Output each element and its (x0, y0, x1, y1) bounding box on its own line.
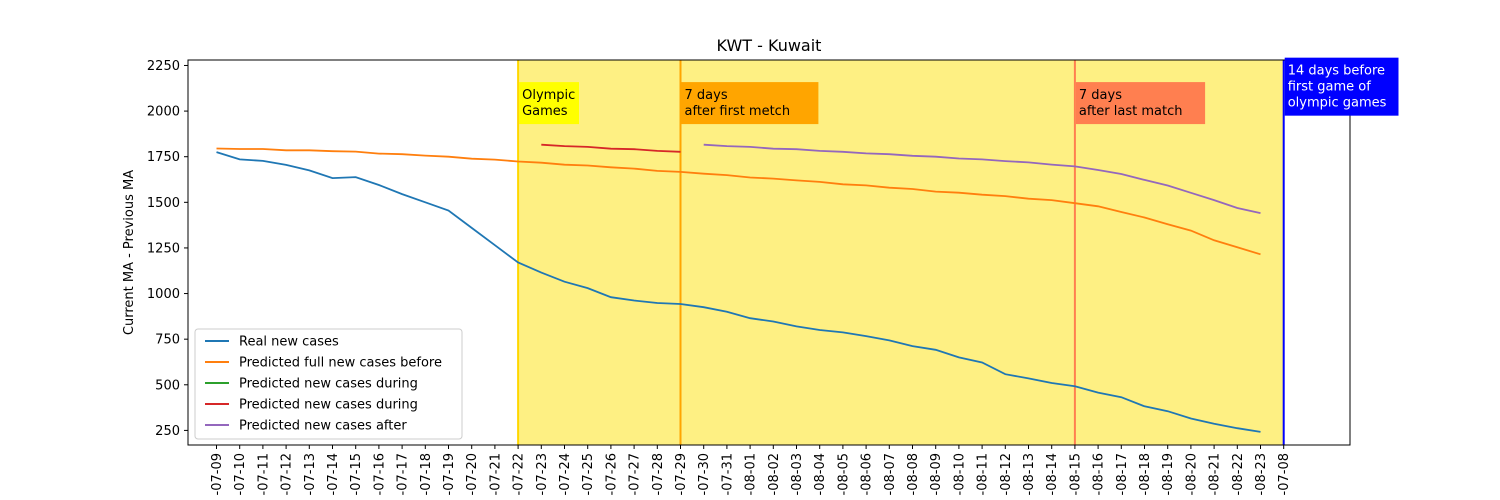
y-tick-label: 2250 (147, 59, 180, 74)
x-tick-label: -07-29 (674, 453, 689, 495)
x-tick-label: -07-08 (1277, 453, 1292, 495)
x-tick-label: -08-16 (1092, 453, 1107, 495)
annotation-text: 14 days before (1288, 64, 1385, 79)
x-tick-label: -08-10 (952, 453, 967, 495)
x-tick-label: -08-07 (883, 453, 898, 495)
x-tick-label: -07-10 (233, 453, 248, 495)
x-tick-label: -07-21 (488, 453, 503, 495)
y-axis: 250 500 750 1000 1250 1500 1750 2000 2250 (147, 59, 188, 439)
annotation-text: Games (522, 104, 568, 119)
annotation-text: after first metch (685, 104, 791, 119)
x-tick-label: -07-18 (419, 453, 434, 495)
x-tick-label: -07-25 (581, 453, 596, 495)
annotation-text: after last match (1079, 104, 1183, 119)
x-tick-label: -08-19 (1161, 453, 1176, 495)
x-axis: -07-09 -07-10 -07-11 -07-12 -07-13 -07-14 -07-… (210, 445, 1292, 495)
y-tick-label: 2000 (147, 105, 180, 120)
annotation-text: first game of (1288, 80, 1372, 95)
x-tick-label: -07-09 (210, 453, 225, 495)
annotation-box (681, 82, 819, 125)
y-tick-label: 1250 (147, 241, 180, 256)
shaded-region-0 (518, 60, 681, 445)
x-tick-label: -08-11 (976, 453, 991, 495)
series-line-4 (703, 143, 1261, 214)
annotation-text: 7 days (685, 88, 728, 103)
series-line-3 (541, 143, 681, 153)
x-tick-label: -07-11 (256, 453, 271, 495)
x-tick-label: -08-04 (813, 453, 828, 495)
x-tick-label: -08-03 (790, 453, 805, 495)
x-tick-label: -08-23 (1254, 453, 1269, 495)
y-axis-label: Current MA - Previous MA (122, 170, 137, 335)
series-line-1 (216, 147, 1261, 256)
x-tick-label: -08-05 (836, 453, 851, 495)
y-tick-label: 1750 (147, 150, 180, 165)
x-tick-label: -08-14 (1045, 453, 1060, 495)
x-tick-label: -07-13 (303, 453, 318, 495)
x-tick-label: -07-16 (372, 453, 387, 495)
series-lines (216, 143, 1261, 433)
x-tick-label: -07-19 (442, 453, 457, 495)
x-tick-label: -07-22 (512, 453, 527, 495)
x-tick-label: -07-20 (465, 453, 480, 495)
legend-entry: Predicted new cases during (239, 377, 418, 392)
shaded-region-1 (680, 60, 1284, 445)
x-tick-label: -07-14 (326, 453, 341, 495)
x-tick-label: -08-22 (1231, 453, 1246, 495)
x-tick-label: -08-21 (1208, 453, 1223, 495)
legend-entry: Predicted full new cases before (239, 356, 442, 371)
annotation-box (1284, 57, 1399, 116)
y-tick-label: 750 (155, 333, 180, 348)
annotation-text: olympic games (1288, 96, 1387, 111)
annotation-text: 7 days (1079, 88, 1122, 103)
y-tick-label: 250 (155, 424, 180, 439)
x-tick-label: -07-23 (535, 453, 550, 495)
x-tick-label: -08-20 (1184, 453, 1199, 495)
x-tick-label: -08-17 (1115, 453, 1130, 495)
x-tick-label: -07-17 (396, 453, 411, 495)
x-tick-label: -08-01 (744, 453, 759, 495)
x-tick-label: -07-28 (651, 453, 666, 495)
annotation-box (519, 82, 579, 125)
x-tick-label: -08-12 (999, 453, 1014, 495)
x-tick-label: -07-31 (720, 453, 735, 495)
legend-entry: Predicted new cases after (239, 419, 407, 434)
annotation-text: Olympic (522, 88, 575, 103)
x-tick-label: -07-12 (280, 453, 295, 495)
legend: Real new cases Predicted full new cases b… (194, 328, 463, 440)
shaded-regions (518, 60, 1284, 445)
x-tick-label: -08-02 (767, 453, 782, 495)
x-tick-label: -08-15 (1068, 453, 1083, 495)
plot-frame (187, 59, 1351, 446)
x-tick-label: -07-30 (697, 453, 712, 495)
x-tick-label: -07-26 (604, 453, 619, 495)
legend-box (194, 328, 463, 440)
annotation-box (1075, 82, 1206, 125)
x-tick-label: -08-09 (929, 453, 944, 495)
legend-entry: Real new cases (239, 335, 339, 350)
x-tick-label: -07-24 (558, 453, 573, 495)
x-tick-label: -08-13 (1022, 453, 1037, 495)
x-tick-label: -08-06 (860, 453, 875, 495)
chart-title: KWT - Kuwait (717, 36, 822, 55)
series-line-0 (216, 151, 1261, 433)
y-tick-label: 500 (155, 378, 180, 393)
x-tick-label: -07-27 (628, 453, 643, 495)
x-tick-label: -07-15 (349, 453, 364, 495)
y-tick-label: 1500 (147, 196, 180, 211)
x-tick-label: -08-18 (1138, 453, 1153, 495)
y-tick-label: 1000 (147, 287, 180, 302)
event-lines (517, 60, 1285, 445)
legend-entry: Predicted new cases during (239, 398, 418, 413)
x-tick-label: -08-08 (906, 453, 921, 495)
